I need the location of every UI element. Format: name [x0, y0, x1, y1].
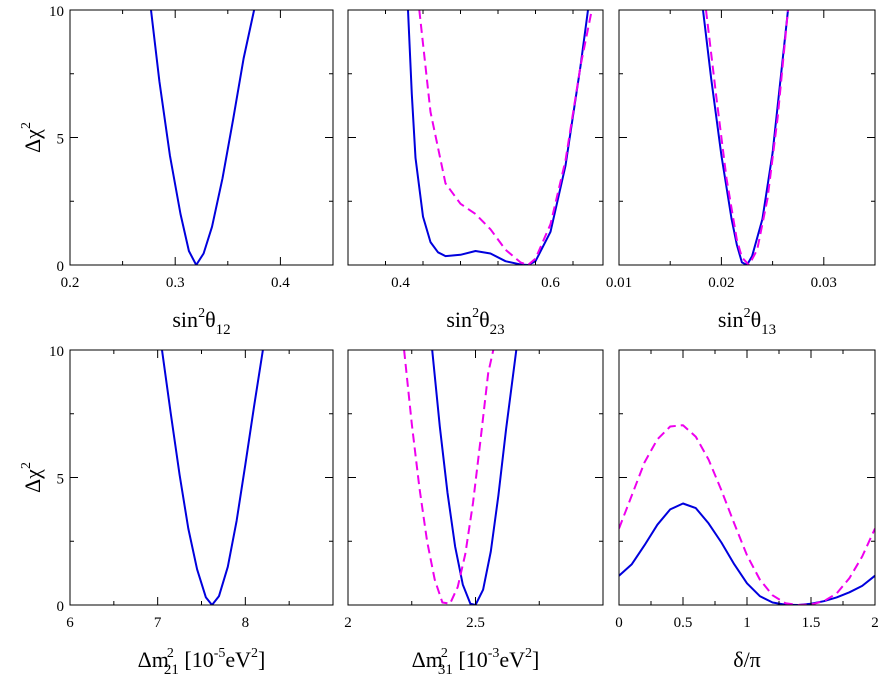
series-line-dashed [403, 350, 495, 605]
panel-3: 0.01 0.02 0.03 sin2θ13 [606, 9, 876, 338]
y-tick-label: 5 [57, 132, 65, 148]
plot-frame [347, 9, 604, 266]
series-line-solid [619, 502, 875, 605]
series-line-solid [407, 10, 589, 265]
x-tick-label: 0.2 [61, 275, 80, 291]
x-tick-label: 6 [66, 615, 74, 631]
plot-frame [618, 349, 876, 606]
x-axis-label: δ/π [733, 647, 761, 672]
x-tick-label: 0.01 [606, 275, 632, 291]
x-tick-label: 0.03 [811, 275, 837, 291]
y-tick-label: 10 [49, 344, 64, 360]
x-axis-label: Δm2 21 [10-5eV2] [138, 646, 266, 678]
x-tick-label: 2 [871, 615, 879, 631]
x-tick-label: 2 [344, 615, 352, 631]
x-tick-label: 0.6 [541, 275, 560, 291]
series-line-solid [431, 350, 518, 605]
series-line-solid [702, 10, 789, 265]
x-tick-label: 0.02 [708, 275, 734, 291]
x-tick-label: 0.4 [391, 275, 410, 291]
y-axis-label: Δχ2 [19, 122, 45, 153]
plot-frame [618, 9, 876, 266]
x-tick-label: 0.3 [166, 275, 185, 291]
series-line-dashed [418, 10, 593, 265]
y-tick-label: 10 [49, 4, 64, 20]
series-line-dashed [619, 424, 875, 605]
y-tick-label: 5 [57, 472, 65, 488]
panel-5: 2 2.5 Δm2 31 [10-3eV2] [344, 349, 604, 678]
series-line-dashed [705, 10, 789, 265]
x-tick-label: 8 [242, 615, 250, 631]
x-axis-label: sin2θ13 [718, 306, 776, 338]
x-tick-label: 0.5 [674, 615, 693, 631]
series-line-solid [150, 10, 256, 265]
panel-2: 0.4 0.6 sin2θ23 [347, 9, 604, 338]
x-axis-label: sin2θ23 [446, 306, 504, 338]
series-line-solid [161, 350, 264, 605]
panel-4: 6 7 8 0 5 10 Δm2 21 [10-5eV2] Δχ2 [19, 344, 334, 678]
y-tick-label: 0 [57, 259, 65, 275]
x-tick-label: 1 [743, 615, 751, 631]
y-axis-label: Δχ2 [19, 462, 45, 493]
y-tick-label: 0 [57, 599, 65, 615]
x-tick-label: 0 [615, 615, 623, 631]
x-axis-label: Δm2 31 [10-3eV2] [412, 646, 540, 678]
panel-6: 0 0.5 1 1.5 2 δ/π [615, 349, 879, 672]
panel-1: 0.2 0.3 0.4 0 5 10 sin2θ12 Δχ2 [19, 4, 334, 338]
x-tick-label: 1.5 [802, 615, 821, 631]
x-tick-label: 7 [154, 615, 162, 631]
plot-frame [69, 9, 334, 266]
x-tick-label: 2.5 [466, 615, 485, 631]
plot-frame [69, 349, 334, 606]
x-axis-label: sin2θ12 [172, 306, 230, 338]
x-tick-label: 0.4 [271, 275, 290, 291]
